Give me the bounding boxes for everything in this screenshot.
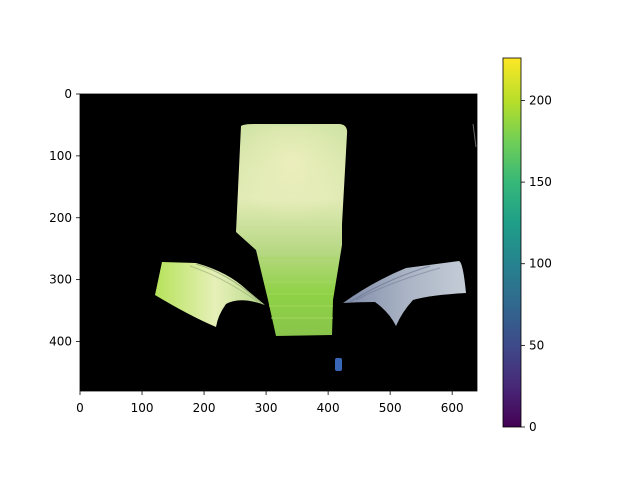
colorbar: 0 50 100 150 200 [502, 57, 552, 434]
x-tick-label: 600 [441, 401, 464, 415]
x-tick-label: 200 [193, 401, 216, 415]
colorbar-gradient [502, 57, 522, 428]
colorbar-tick-label: 50 [529, 338, 544, 352]
x-tick-label: 0 [76, 401, 84, 415]
right-object [343, 261, 466, 326]
y-axis: 0 100 200 300 400 [49, 87, 80, 349]
x-tick-label: 500 [379, 401, 402, 415]
image-plot [79, 93, 478, 392]
y-tick-label: 0 [64, 87, 72, 101]
colorbar-tick-label: 200 [529, 93, 552, 107]
center-stripes [258, 257, 338, 319]
left-object [155, 262, 265, 327]
small-blob [335, 358, 342, 371]
colorbar-tick-label: 0 [529, 420, 537, 434]
x-tick-label: 300 [255, 401, 278, 415]
y-tick-label: 200 [49, 211, 72, 225]
y-tick-label: 100 [49, 149, 72, 163]
x-axis: 0 100 200 300 400 500 600 [76, 391, 464, 415]
y-tick-label: 400 [49, 335, 72, 349]
colorbar-ticks: 0 50 100 150 200 [521, 93, 552, 434]
plot-frame [79, 93, 478, 392]
colorbar-tick-label: 150 [529, 175, 552, 189]
colorbar-tick-label: 100 [529, 257, 552, 271]
x-tick-label: 400 [317, 401, 340, 415]
y-tick-label: 300 [49, 273, 72, 287]
x-tick-label: 100 [131, 401, 154, 415]
